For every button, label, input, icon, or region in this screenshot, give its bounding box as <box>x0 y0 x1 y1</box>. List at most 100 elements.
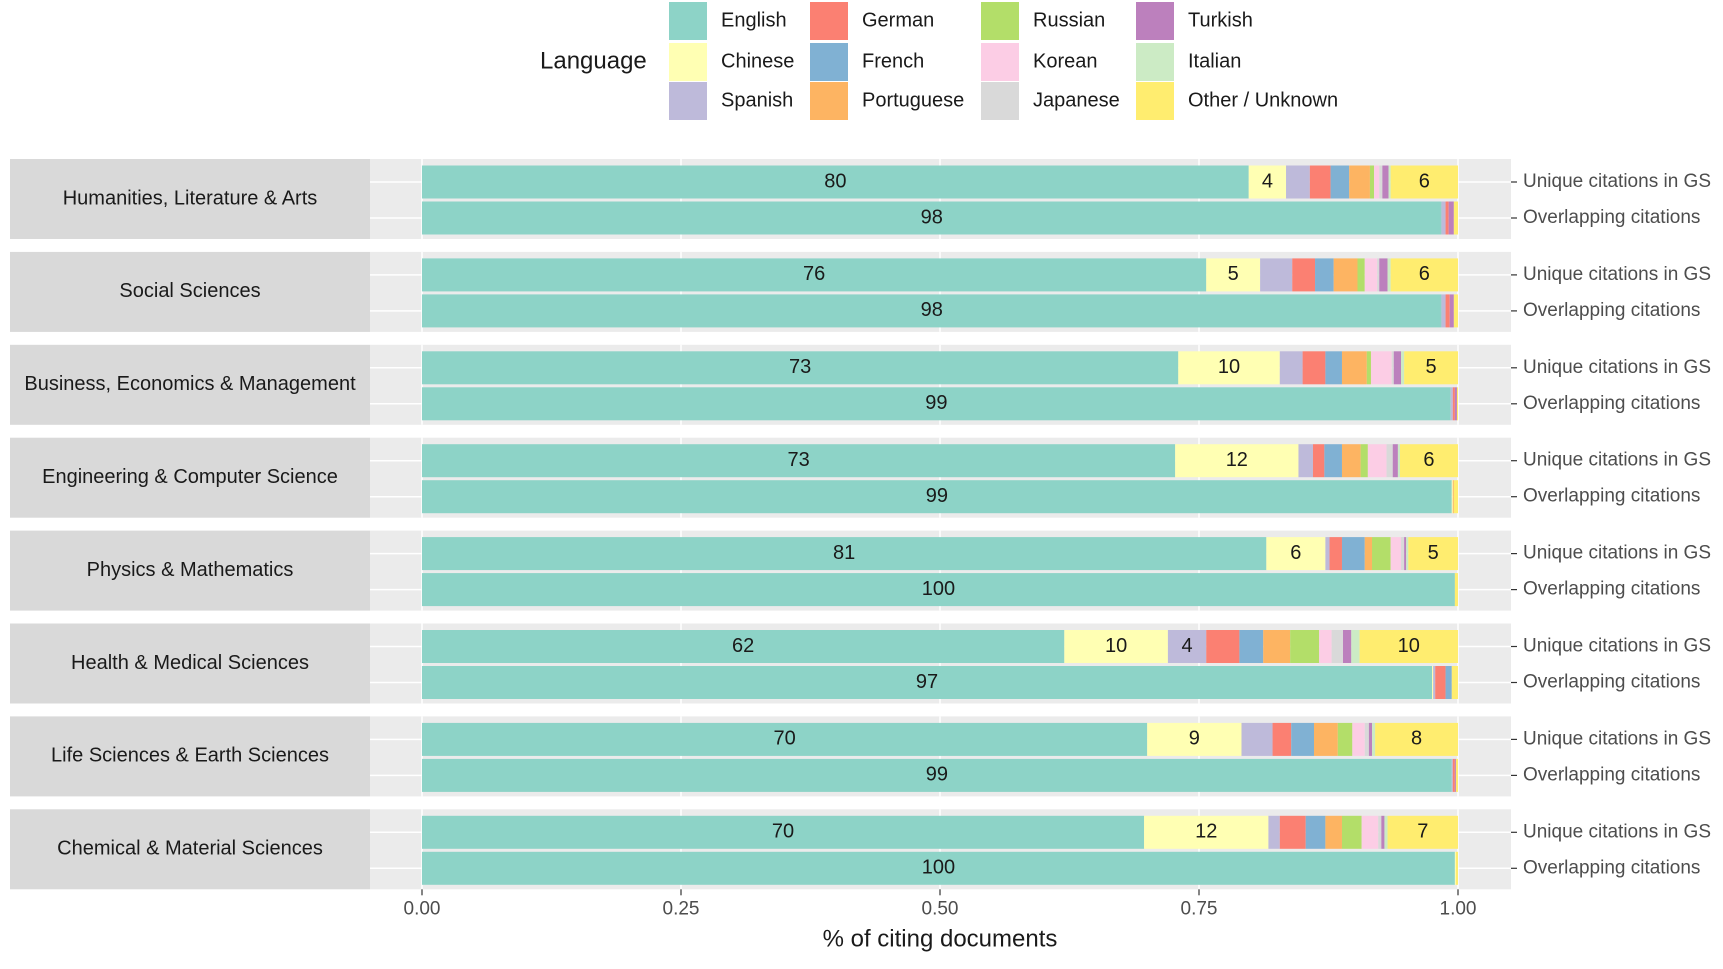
bar-segment <box>1260 258 1293 292</box>
y-tick-label: Overlapping citations <box>1523 857 1700 878</box>
bar-segment <box>1325 537 1330 571</box>
bar-segment <box>1315 258 1334 292</box>
value-label: 4 <box>1182 635 1193 657</box>
bar-segment <box>1378 815 1382 849</box>
bar-segment <box>1406 537 1409 571</box>
bar-segment <box>1445 666 1452 699</box>
value-label: 100 <box>922 578 955 600</box>
bar-segment <box>422 444 1176 478</box>
x-tick-label: 0.50 <box>922 898 959 919</box>
bar-segment <box>1401 537 1405 571</box>
value-label: 76 <box>803 263 825 285</box>
bar-segment <box>1341 444 1361 478</box>
facet-strip <box>10 437 370 518</box>
bar-segment <box>1451 480 1453 514</box>
bar-segment <box>1408 537 1458 571</box>
legend-swatch <box>669 2 707 40</box>
value-label: 80 <box>824 170 846 192</box>
bar-segment <box>1454 573 1458 607</box>
bar-segment <box>1454 387 1457 421</box>
y-tick-label: Overlapping citations <box>1523 300 1700 321</box>
bar-segment <box>1279 815 1306 849</box>
bar-segment <box>1167 630 1207 663</box>
bar-segment <box>1263 630 1291 663</box>
bar-segment <box>1445 201 1449 235</box>
bar-segment <box>422 258 1207 292</box>
bar-segment <box>1305 815 1326 849</box>
value-label: 10 <box>1218 356 1240 378</box>
facet-label: Physics & Mathematics <box>87 559 294 581</box>
bar-segment <box>1330 165 1350 199</box>
y-tick-label: Unique citations in GS <box>1523 357 1711 378</box>
x-tick-label: 0.25 <box>663 898 700 919</box>
bar-segment <box>1325 351 1342 385</box>
bar-segment <box>1341 815 1362 849</box>
value-label: 62 <box>732 635 754 657</box>
bar-segment <box>1432 666 1434 699</box>
value-label: 97 <box>916 671 938 693</box>
bar-segment <box>1454 758 1456 792</box>
value-label: 10 <box>1398 635 1420 657</box>
bar-segment <box>1375 722 1458 756</box>
x-tick-label: 0.00 <box>404 898 441 919</box>
bar-segment <box>1367 444 1387 478</box>
bar-segment <box>1453 294 1458 328</box>
bar-segment <box>1369 165 1375 199</box>
bar-segment <box>1144 815 1269 849</box>
bar-segment <box>1450 387 1453 421</box>
bar-segment <box>1397 444 1400 478</box>
bar-segment <box>1377 258 1380 292</box>
bar-segment <box>422 387 1451 421</box>
bar-segment <box>1445 294 1450 328</box>
legend-swatch <box>669 82 707 120</box>
bar-segment <box>1372 537 1391 571</box>
facet-strip <box>10 809 370 890</box>
facet-strip <box>10 251 370 332</box>
bar-segment <box>1341 351 1367 385</box>
bar-segment <box>1386 444 1393 478</box>
legend-swatch <box>810 2 848 40</box>
value-label: 99 <box>925 392 947 414</box>
bar-segment <box>1206 258 1261 292</box>
bar-segment <box>1324 444 1342 478</box>
bar-segment <box>1360 444 1368 478</box>
bar-segment <box>1248 165 1287 199</box>
facet-label: Chemical & Material Sciences <box>57 838 323 860</box>
bar-segment <box>1390 537 1402 571</box>
bar-segment <box>1374 165 1380 199</box>
legend-label: German <box>862 9 934 31</box>
value-label: 73 <box>789 356 811 378</box>
legend-title: Language <box>540 47 647 74</box>
bar-segment <box>1302 351 1326 385</box>
bar-segment <box>1064 630 1168 663</box>
value-label: 99 <box>926 764 948 786</box>
y-tick-label: Overlapping citations <box>1523 207 1700 228</box>
value-label: 6 <box>1419 170 1430 192</box>
bar-segment <box>1329 537 1342 571</box>
bar-segment <box>1433 666 1436 699</box>
bar-segment <box>1455 851 1458 885</box>
y-tick-label: Overlapping citations <box>1523 579 1700 600</box>
bar-segment <box>1241 722 1273 756</box>
bar-segment <box>1368 722 1373 756</box>
bar-segment <box>1390 165 1458 199</box>
bar-segment <box>1351 630 1360 663</box>
bar-segment <box>1349 165 1370 199</box>
bar-segment <box>1286 165 1310 199</box>
value-label: 5 <box>1426 356 1437 378</box>
value-label: 9 <box>1189 728 1200 750</box>
bar-segment <box>1384 815 1388 849</box>
y-tick-label: Unique citations in GS <box>1523 821 1711 842</box>
bar-segment <box>1453 480 1458 514</box>
bar-segment <box>1147 722 1242 756</box>
bar-segment <box>1448 201 1454 235</box>
y-tick-label: Overlapping citations <box>1523 393 1700 414</box>
bar-segment <box>1364 258 1378 292</box>
legend-swatch <box>981 82 1019 120</box>
bar-segment <box>1341 537 1365 571</box>
bar-segment <box>1279 351 1303 385</box>
bar-segment <box>1452 387 1455 421</box>
bar-segment <box>422 630 1065 663</box>
y-tick-label: Unique citations in GS <box>1523 171 1711 192</box>
